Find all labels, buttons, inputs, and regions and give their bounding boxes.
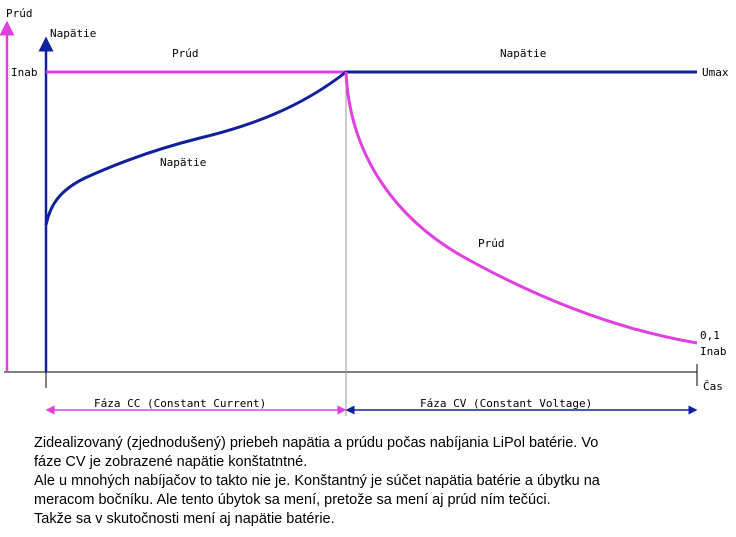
current-curve	[344, 71, 698, 345]
time-axis-label: Čas	[703, 380, 723, 393]
caption: Zidealizovaný (zjednodušený) priebeh nap…	[34, 434, 724, 529]
end-value-label: 0,1	[700, 329, 720, 342]
top-current-label: Prúd	[172, 47, 199, 60]
inab-label: Inab	[11, 66, 38, 79]
caption-line: fáze CV je zobrazené napätie konštatntné…	[34, 454, 308, 470]
y-current-axis-label: Prúd	[6, 7, 33, 20]
phase-cv-label: Fáza CV (Constant Voltage)	[420, 397, 592, 410]
umax-label: Umax	[702, 66, 729, 79]
phase-cc-label: Fáza CC (Constant Current)	[94, 397, 266, 410]
current-curve-label: Prúd	[478, 237, 505, 250]
caption-line: Ale u mnohých nabíjačov to takto nie je.…	[34, 473, 600, 489]
caption-line: Zidealizovaný (zjednodušený) priebeh nap…	[34, 435, 599, 451]
caption-line: Takže sa v skutočnosti mení aj napätie b…	[34, 511, 335, 527]
voltage-curve	[44, 70, 347, 226]
voltage-curve-label: Napätie	[160, 156, 206, 169]
y-voltage-axis-label: Napätie	[50, 27, 96, 40]
end-unit-label: Inab	[700, 345, 727, 358]
charging-diagram: Prúd Napätie Inab Umax Prúd Napätie Napä…	[0, 7, 729, 416]
caption-line: meracom bočníku. Ale tento úbytok sa men…	[34, 492, 551, 508]
top-voltage-label: Napätie	[500, 47, 546, 60]
